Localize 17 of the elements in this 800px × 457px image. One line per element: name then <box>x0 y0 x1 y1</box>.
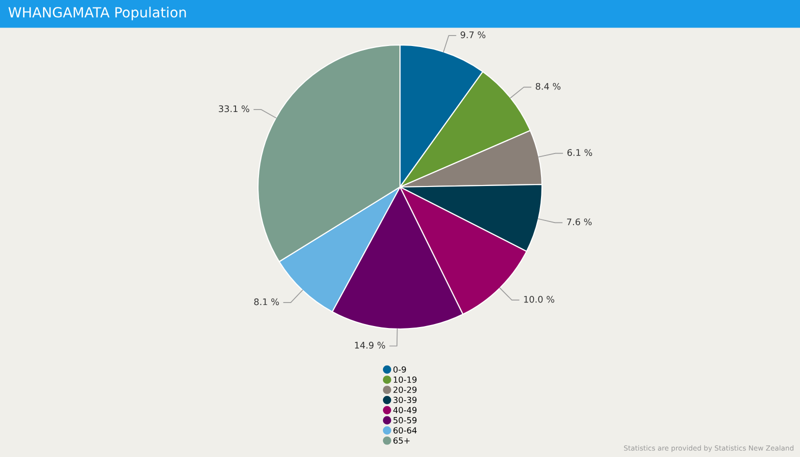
text: WHANGAMATA Population <box>8 6 186 20</box>
legend-label: 65+ <box>393 437 410 444</box>
data-label: 33.1 % <box>218 105 250 112</box>
data-label: 7.6 % <box>567 218 592 226</box>
legend-label: 50-59 <box>394 417 417 424</box>
data-label: 8.1 % <box>254 298 279 306</box>
legend-label: 0-9 <box>393 366 406 373</box>
data-label: 8.4 % <box>536 82 560 90</box>
legend-label: 30-39 <box>394 396 417 404</box>
data-label: 9.7 % <box>460 31 486 38</box>
data-label: 14.9 % <box>355 342 386 349</box>
legend-label: 10-19 <box>394 376 417 383</box>
legend-label: 60-64 <box>393 427 417 434</box>
data-label: 10.0 % <box>524 296 554 303</box>
legend-label: 40-49 <box>393 406 417 414</box>
legend-label: 20-29 <box>394 386 417 393</box>
data-label: 6.1 % <box>567 149 592 156</box>
